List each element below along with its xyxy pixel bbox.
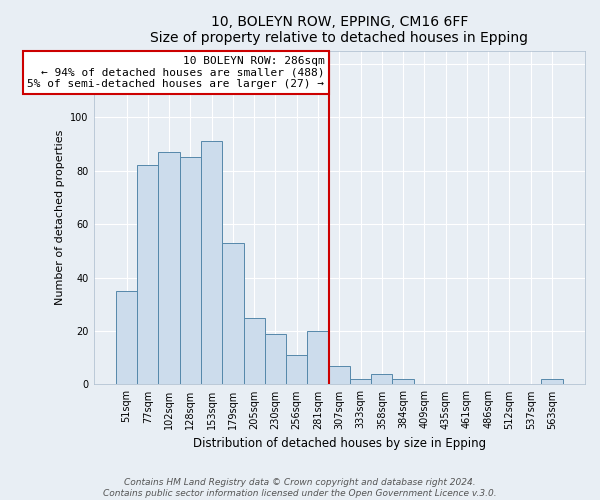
Bar [541,379,563,384]
Bar [392,379,414,384]
Bar [307,331,329,384]
Bar [329,366,350,384]
Bar [116,291,137,384]
Title: 10, BOLEYN ROW, EPPING, CM16 6FF
Size of property relative to detached houses in: 10, BOLEYN ROW, EPPING, CM16 6FF Size of… [150,15,528,45]
X-axis label: Distribution of detached houses by size in Epping: Distribution of detached houses by size … [193,437,486,450]
Bar [371,374,392,384]
Bar [158,152,180,384]
Bar [222,243,244,384]
Text: Contains HM Land Registry data © Crown copyright and database right 2024.
Contai: Contains HM Land Registry data © Crown c… [103,478,497,498]
Y-axis label: Number of detached properties: Number of detached properties [55,130,65,305]
Bar [244,318,265,384]
Bar [201,142,222,384]
Bar [350,379,371,384]
Bar [265,334,286,384]
Bar [137,166,158,384]
Text: 10 BOLEYN ROW: 286sqm
← 94% of detached houses are smaller (488)
5% of semi-deta: 10 BOLEYN ROW: 286sqm ← 94% of detached … [28,56,325,89]
Bar [286,355,307,384]
Bar [180,158,201,384]
